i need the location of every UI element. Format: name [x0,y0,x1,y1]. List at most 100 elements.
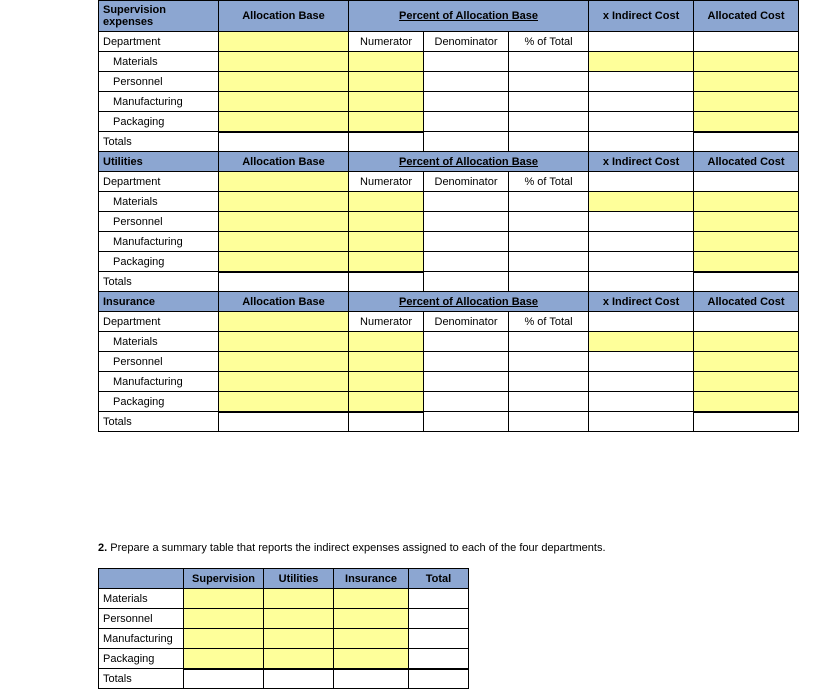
col-allocation-base: Allocation Base [219,1,349,32]
cell-input[interactable] [334,609,409,629]
cell-total [219,412,349,432]
cell-total [219,132,349,152]
col-allocation-base: Allocation Base [219,152,349,172]
cell-input[interactable] [589,192,694,212]
cell-input[interactable] [349,112,424,132]
summary-row: Materials [99,589,469,609]
cell-input[interactable] [219,352,349,372]
cell-input[interactable] [694,392,799,412]
cell-blank [409,629,469,649]
allocation-base-input[interactable] [219,172,349,192]
cell-input[interactable] [694,252,799,272]
cell-input[interactable] [219,372,349,392]
col-indirect-cost: x Indirect Cost [589,152,694,172]
cell-blank [509,332,589,352]
summary-table: Supervision Utilities Insurance Total Ma… [98,568,469,689]
row-label: Manufacturing [99,372,219,392]
summary-corner [99,569,184,589]
data-row: Personnel [99,72,799,92]
cell-input[interactable] [219,212,349,232]
cell-blank [509,192,589,212]
col-pct-total: % of Total [509,172,589,192]
cell-input[interactable] [349,252,424,272]
row-label: Packaging [99,252,219,272]
summary-row-label: Personnel [99,609,184,629]
summary-col-header: Total [409,569,469,589]
sub-header-row: Department Numerator Denominator % of To… [99,172,799,192]
cell-blank [424,112,509,132]
cell-total [349,132,424,152]
cell-blank [424,192,509,212]
summary-row: Packaging [99,649,469,669]
cell-input[interactable] [349,332,424,352]
data-row: Packaging [99,252,799,272]
cell-input[interactable] [264,609,334,629]
cell-input[interactable] [349,52,424,72]
cell-input[interactable] [694,232,799,252]
cell-input[interactable] [349,392,424,412]
cell-total [349,412,424,432]
cell-input[interactable] [694,92,799,112]
col-numerator: Numerator [349,312,424,332]
cell-input[interactable] [264,649,334,669]
cell-input[interactable] [694,52,799,72]
cell-input[interactable] [349,352,424,372]
cell-input[interactable] [694,332,799,352]
cell-blank [589,412,694,432]
cell-input[interactable] [184,649,264,669]
cell-input[interactable] [184,589,264,609]
cell-input[interactable] [219,112,349,132]
cell-blank [509,252,589,272]
cell-input[interactable] [219,232,349,252]
col-denominator: Denominator [424,32,509,52]
cell-input[interactable] [264,589,334,609]
sub-header-row: Department Numerator Denominator % of To… [99,312,799,332]
cell-input[interactable] [219,192,349,212]
cell-input[interactable] [694,212,799,232]
cell-input[interactable] [694,192,799,212]
col-percent-allocation: Percent of Allocation Base [349,1,589,32]
cell-input[interactable] [219,52,349,72]
cell-input[interactable] [349,92,424,112]
cell-input[interactable] [184,609,264,629]
cell-input[interactable] [219,252,349,272]
cell-input[interactable] [334,649,409,669]
cell-input[interactable] [219,332,349,352]
cell-input[interactable] [334,629,409,649]
cell-blank [589,232,694,252]
cell-input[interactable] [349,192,424,212]
totals-row: Totals [99,412,799,432]
cell-blank [589,172,694,192]
cell-input[interactable] [219,72,349,92]
section-title: Insurance [99,292,219,312]
cell-input[interactable] [694,72,799,92]
col-indirect-cost: x Indirect Cost [589,292,694,312]
cell-input[interactable] [334,589,409,609]
cell-blank [589,252,694,272]
allocation-base-input[interactable] [219,312,349,332]
summary-col-header: Insurance [334,569,409,589]
row-label: Manufacturing [99,92,219,112]
cell-input[interactable] [219,392,349,412]
cell-input[interactable] [694,112,799,132]
dept-label: Department [99,312,219,332]
cell-input[interactable] [264,629,334,649]
col-percent-allocation: Percent of Allocation Base [349,152,589,172]
cell-input[interactable] [349,232,424,252]
allocation-base-input[interactable] [219,32,349,52]
cell-input[interactable] [589,52,694,72]
cell-input[interactable] [349,72,424,92]
summary-row: Manufacturing [99,629,469,649]
cell-input[interactable] [589,332,694,352]
cell-input[interactable] [219,92,349,112]
cell-input[interactable] [349,372,424,392]
cell-blank [424,332,509,352]
cell-blank [424,272,509,292]
row-label: Materials [99,52,219,72]
data-row: Materials [99,192,799,212]
cell-input[interactable] [184,629,264,649]
cell-input[interactable] [349,212,424,232]
spacer [0,432,815,542]
cell-input[interactable] [694,352,799,372]
cell-input[interactable] [694,372,799,392]
